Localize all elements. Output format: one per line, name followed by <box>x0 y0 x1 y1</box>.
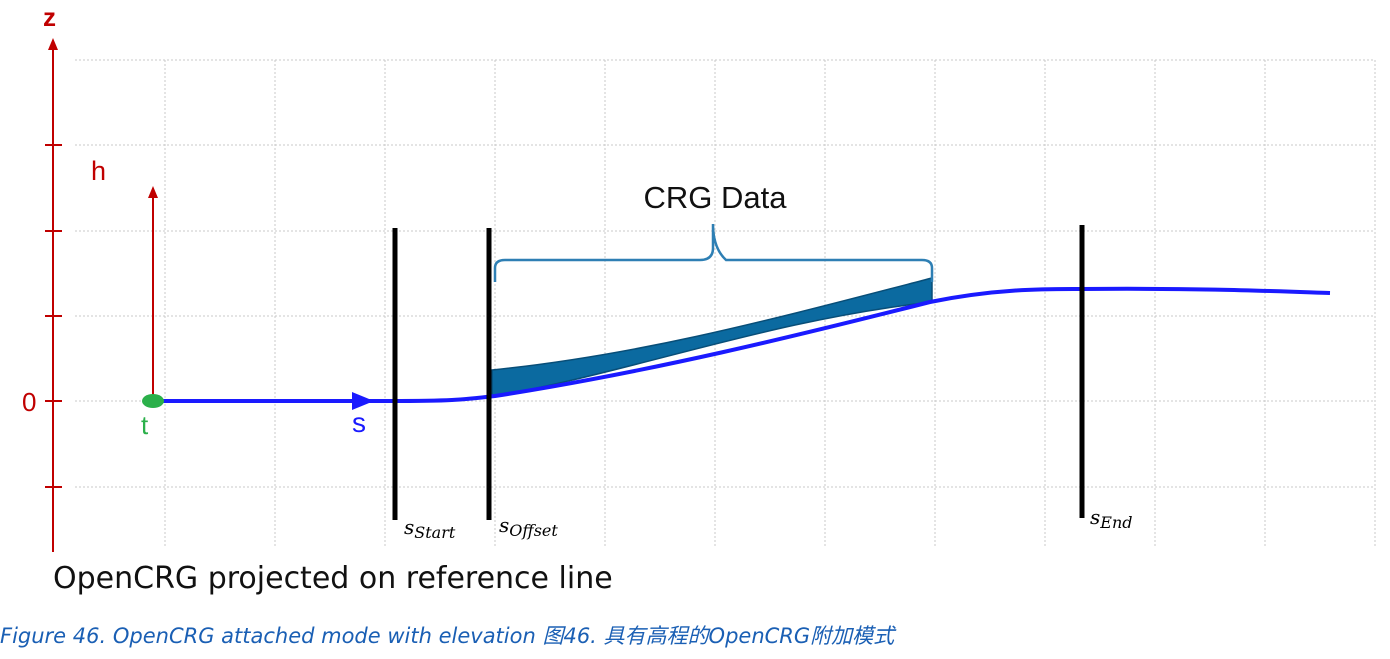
crg-data-band <box>491 277 933 398</box>
origin-point <box>142 394 164 408</box>
zero-label: 0 <box>22 387 36 417</box>
figure-caption: Figure 46. OpenCRG attached mode with el… <box>0 624 895 648</box>
s-label: s <box>352 407 366 438</box>
t-label: t <box>141 410 149 440</box>
h-axis <box>148 186 158 400</box>
s-offset-label: sOffset <box>499 513 558 540</box>
crg-data-brace <box>493 223 934 282</box>
s-end-label: sEnd <box>1090 505 1133 532</box>
s-direction-arrow <box>352 392 374 410</box>
bottom-label: OpenCRG projected on reference line <box>53 561 613 596</box>
s-start-label: sStart <box>404 515 456 542</box>
crg-data-label: CRG Data <box>644 180 788 215</box>
z-axis-label: z <box>43 2 56 32</box>
reference-line <box>153 286 1331 403</box>
h-axis-label: h <box>91 156 106 186</box>
z-axis <box>45 38 62 552</box>
grid <box>75 59 1376 548</box>
